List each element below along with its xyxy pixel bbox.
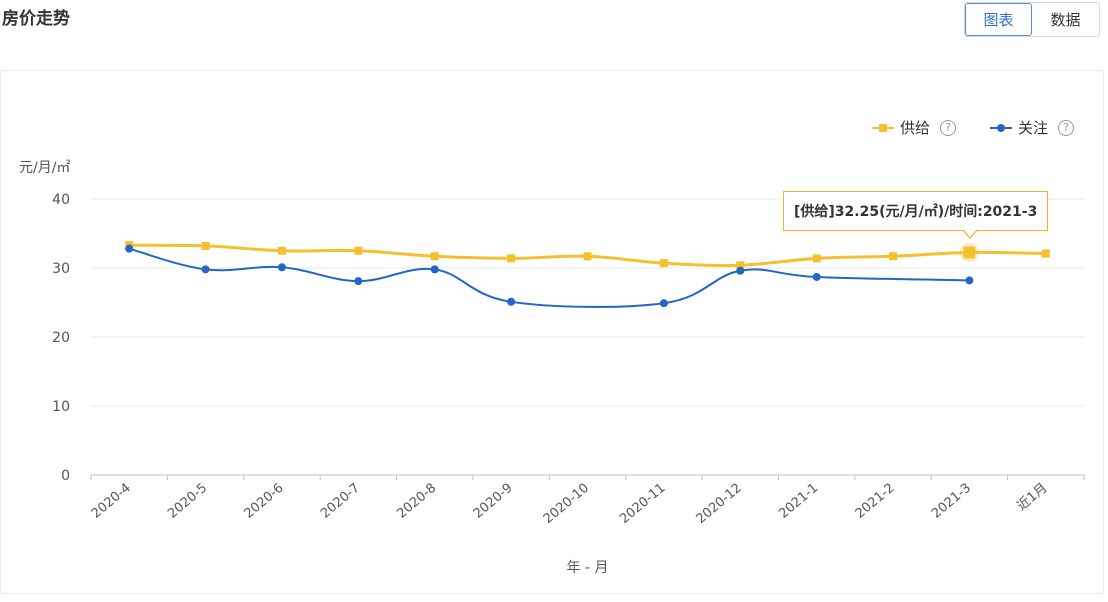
y-axis-title: 元/月/㎡ <box>19 160 70 176</box>
legend-swatch-supply <box>871 123 894 133</box>
y-tick-label: 40 <box>52 192 70 208</box>
data-point-supply <box>277 246 286 255</box>
data-point-attention <box>507 297 516 306</box>
y-tick-label: 10 <box>52 399 70 415</box>
data-point-supply <box>736 261 745 270</box>
x-tick-label: 2020-7 <box>318 481 363 522</box>
data-point-supply <box>430 252 439 261</box>
data-point-attention <box>430 265 439 274</box>
legend-item-supply[interactable]: 供给 ? <box>871 117 956 138</box>
data-point-attention <box>736 266 745 275</box>
x-tick-label: 2020-6 <box>242 481 287 522</box>
chart-legend: 供给 ? 关注 ? <box>871 117 1074 138</box>
x-tick-label: 2020-10 <box>541 481 592 527</box>
data-point-attention <box>354 277 363 286</box>
y-tick-label: 30 <box>52 261 70 277</box>
help-icon[interactable]: ? <box>939 119 956 136</box>
x-tick-label: 2020-11 <box>617 481 668 527</box>
data-point-attention <box>125 244 134 253</box>
data-point-attention <box>277 263 286 272</box>
data-point-attention <box>201 265 210 274</box>
data-point-supply <box>354 246 363 255</box>
series-line-attention <box>128 247 970 308</box>
data-point-supply <box>201 241 210 250</box>
data-tooltip: [供给]32.25(元/月/㎡)/时间:2021-3 <box>783 191 1049 231</box>
data-point-supply <box>889 252 898 261</box>
data-point-attention <box>965 276 974 285</box>
legend-swatch-attention <box>989 123 1012 133</box>
data-point-supply <box>812 254 821 263</box>
x-axis-title: 年 - 月 <box>567 560 609 576</box>
x-tick-label: 2020-12 <box>694 481 745 527</box>
x-tick-label: 2020-4 <box>89 481 134 522</box>
x-tick-label: 近1月 <box>1014 481 1050 515</box>
chart-panel <box>0 70 1104 594</box>
data-point-supply <box>507 254 516 263</box>
x-tick-label: 2021-3 <box>929 481 974 522</box>
data-point-supply <box>659 259 668 268</box>
data-point-supply <box>1041 249 1050 258</box>
y-tick-label: 20 <box>52 330 70 346</box>
page-title: 房价走势 <box>2 9 70 29</box>
view-toggle: 图表 数据 <box>964 2 1100 37</box>
help-icon[interactable]: ? <box>1058 119 1074 136</box>
data-point-supply <box>963 246 976 259</box>
data-point-attention <box>659 299 668 308</box>
x-tick-label: 2021-2 <box>853 481 898 522</box>
legend-label-supply: 供给 <box>899 119 930 137</box>
y-tick-label: 0 <box>61 468 70 484</box>
x-tick-label: 2021-1 <box>776 481 821 522</box>
data-point-attention <box>812 272 821 281</box>
legend-label-attention: 关注 <box>1017 119 1048 137</box>
x-tick-label: 2020-9 <box>471 481 516 522</box>
x-tick-label: 2020-8 <box>394 481 439 522</box>
legend-item-attention[interactable]: 关注 ? <box>989 117 1074 138</box>
tab-chart[interactable]: 图表 <box>965 3 1032 36</box>
x-tick-label: 2020-5 <box>165 481 210 522</box>
tab-data[interactable]: 数据 <box>1032 3 1099 36</box>
tooltip-arrow <box>962 229 978 239</box>
data-point-supply <box>583 252 592 261</box>
